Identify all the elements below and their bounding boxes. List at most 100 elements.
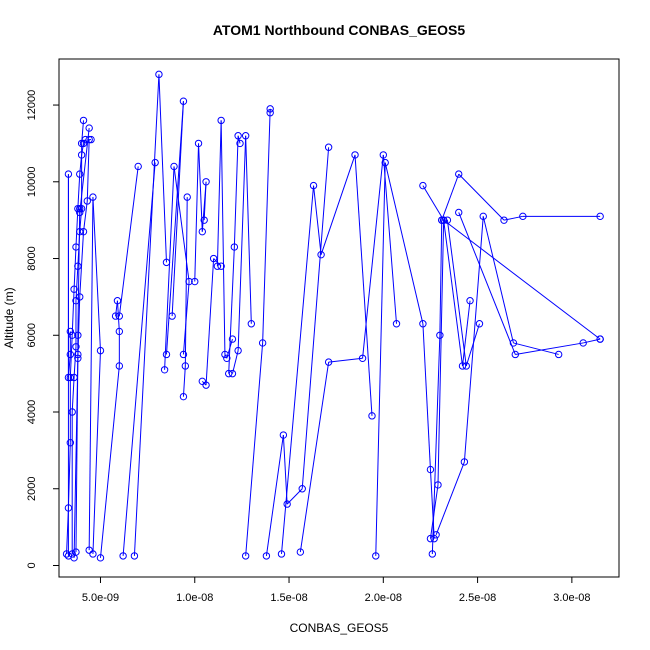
data-point [283, 500, 291, 508]
data-point [277, 550, 286, 558]
data-point [298, 485, 306, 493]
data-point [77, 151, 86, 159]
data-point [68, 408, 76, 416]
data-point [115, 312, 124, 320]
series-line-segment [441, 173, 460, 221]
series-line-segment [88, 197, 94, 551]
data-point [179, 97, 188, 105]
series-line-segment [463, 216, 484, 462]
data-point [198, 227, 206, 236]
series-line-segment [75, 266, 79, 301]
data-point [74, 204, 82, 213]
data-point [66, 373, 75, 382]
series-line-segment [233, 135, 239, 248]
data-point [70, 285, 78, 293]
data-point [70, 373, 78, 382]
series-lines [66, 74, 601, 558]
series-line-segment [83, 200, 88, 232]
data-point [119, 552, 127, 560]
series-line-segment [301, 147, 330, 489]
data-point [64, 170, 73, 178]
y-tick-label: 12000 [26, 90, 38, 121]
series-line-segment [220, 120, 226, 355]
data-point [162, 350, 171, 359]
data-point [202, 381, 210, 389]
series-line-segment [446, 220, 467, 367]
data-point [85, 124, 93, 132]
series-line-segment [513, 342, 559, 355]
data-point [432, 531, 440, 539]
data-point [466, 297, 474, 305]
data-point [72, 297, 80, 305]
data-point [217, 262, 225, 270]
data-point [68, 550, 76, 558]
data-point [209, 254, 218, 263]
x-tick-label: 1.5e-08 [270, 592, 307, 604]
data-point [179, 350, 188, 359]
y-tick-label: 10000 [26, 166, 38, 197]
series-line-segment [118, 166, 139, 317]
x-axis: 5.0e-09 1.0e-08 1.5e-08 2.0e-08 2.5e-08 3.0e-… [82, 577, 591, 604]
data-point [76, 170, 84, 178]
data-point [151, 158, 159, 167]
data-point [443, 216, 452, 224]
data-point [168, 312, 176, 320]
series-line-segment [462, 300, 471, 367]
data-point [170, 162, 178, 171]
data-point [96, 554, 105, 562]
data-point [458, 362, 467, 370]
data-point [85, 546, 93, 554]
data-point [89, 550, 97, 558]
data-point [185, 277, 193, 286]
data-point [96, 346, 105, 355]
series-line-segment [299, 362, 330, 553]
data-point [213, 262, 222, 270]
data-point [438, 216, 446, 224]
data-point [79, 116, 88, 125]
data-point [479, 212, 487, 221]
series-line-segment [133, 74, 160, 556]
data-point [234, 346, 242, 355]
data-point [234, 132, 242, 140]
data-point [475, 320, 484, 328]
y-tick-label: 4000 [26, 400, 38, 424]
data-point [79, 139, 88, 148]
data-point [64, 373, 73, 382]
chart-title: ATOM1 Northbound CONBAS_GEOS5 [213, 22, 465, 38]
data-point [439, 216, 448, 224]
series-line-segment [99, 365, 120, 558]
data-point [596, 212, 604, 221]
data-point [130, 552, 139, 560]
data-point [72, 343, 80, 351]
series-line-segment [165, 101, 184, 355]
data-point [68, 331, 76, 339]
plot-frame [58, 58, 620, 578]
data-point [155, 70, 163, 79]
data-point [191, 277, 199, 286]
series-line-segment [75, 354, 79, 553]
series-line-segment [384, 162, 424, 324]
data-point [228, 369, 237, 378]
data-point [266, 109, 274, 117]
data-point [74, 262, 82, 270]
data-point [230, 243, 239, 251]
data-point [317, 250, 325, 259]
series-line-segment [439, 220, 443, 336]
data-point [426, 534, 435, 543]
data-point [381, 158, 389, 167]
data-point [89, 193, 97, 201]
series-line-segment [262, 108, 271, 343]
data-point [519, 212, 527, 221]
data-point [76, 208, 84, 217]
series-line-segment [328, 357, 363, 363]
data-point [181, 362, 190, 370]
series-line-segment [203, 181, 207, 221]
data-point [111, 312, 120, 320]
series-line-segment [422, 185, 445, 221]
data-point [76, 293, 84, 301]
data-point [455, 170, 463, 178]
series-line-segment [458, 173, 505, 221]
series-line-segment [71, 289, 75, 336]
data-point [83, 197, 91, 205]
